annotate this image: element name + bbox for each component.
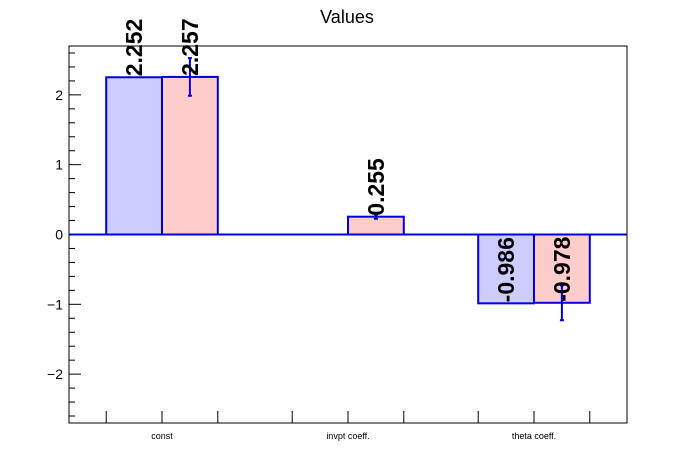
- y-tick-label: −1: [47, 296, 63, 312]
- chart-title: Values: [320, 7, 374, 27]
- y-tick-label: 2: [55, 87, 63, 103]
- data-label: -0.978: [549, 236, 575, 301]
- x-tick-label: theta coeff.: [512, 431, 556, 441]
- bars: [69, 57, 627, 322]
- data-label: -0.986: [493, 237, 519, 302]
- data-label: 2.252: [121, 19, 147, 77]
- x-axis: const invpt coeff. theta coeff.: [105, 411, 591, 441]
- y-axis: −2 −1 0 1 2: [47, 52, 81, 417]
- data-labels: 2.252 -0.986 2.257 0.255 -0.978: [121, 18, 575, 302]
- y-tick-label: 0: [55, 227, 63, 243]
- bar: [161, 75, 219, 236]
- data-label: 2.257: [177, 18, 203, 76]
- data-label: 0.255: [363, 158, 389, 216]
- bar: [477, 233, 536, 305]
- x-tick-label: invpt coeff.: [326, 431, 369, 441]
- y-tick-label: −2: [47, 366, 63, 382]
- y-tick-label: 1: [55, 157, 63, 173]
- x-tick-label: const: [151, 431, 173, 441]
- bar: [105, 76, 163, 236]
